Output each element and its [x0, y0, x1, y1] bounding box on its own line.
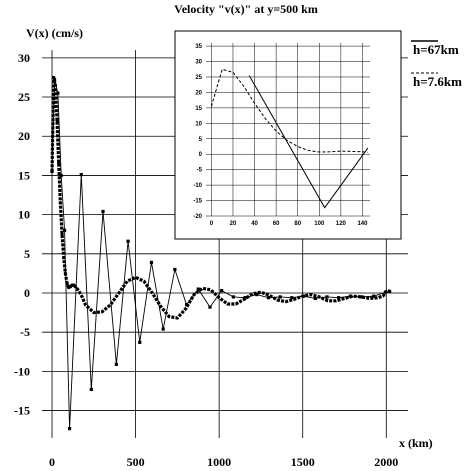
inset-y-tick-label: 30	[195, 60, 202, 66]
y-tick-label: -5	[20, 325, 30, 339]
point-h7-6	[56, 91, 60, 95]
y-tick-label: 30	[18, 51, 30, 65]
inset-ticks: 35 30 25 20 15 10 5 0 -5 -10 -15 -20 0 20 40 60 80 100 120…	[193, 44, 368, 227]
series-line-h7-6	[51, 79, 390, 429]
inset-y-tick-label: 20	[195, 90, 202, 96]
point-h7-6	[337, 296, 341, 300]
inset-x-tick-label: 140	[357, 221, 368, 227]
point-h7-6	[149, 260, 154, 265]
main-series	[50, 75, 392, 431]
inset-y-tick-label: 10	[195, 121, 202, 127]
point-h7-6	[161, 327, 165, 331]
inset-x-tick-label: 100	[314, 221, 325, 227]
x-tick-label: 500	[127, 455, 145, 469]
series-line-h67	[50, 75, 390, 320]
point-h7-6	[220, 289, 224, 293]
inset-x-tick-label: 0	[210, 221, 214, 227]
x-tick-label: 1000	[207, 455, 231, 469]
inset-y-tick-label: -10	[193, 183, 202, 189]
legend: h=67km h=7.6km	[411, 40, 462, 89]
x-tick-label: 2000	[374, 455, 398, 469]
point-h67	[52, 75, 56, 80]
main-y-ticks: 30 25 20 15 10 5 0 -5 -10 -15	[14, 51, 30, 418]
inset-y-tick-label: 0	[199, 152, 203, 158]
point-h7-6	[278, 295, 282, 299]
point-h67	[63, 271, 67, 275]
inset-y-tick-label: 35	[195, 44, 202, 50]
point-h7-6	[290, 296, 294, 300]
point-h67	[73, 285, 78, 289]
point-h7-6	[313, 296, 317, 301]
inset-x-tick-label: 80	[294, 221, 301, 227]
point-h67	[50, 169, 54, 174]
y-tick-label: -15	[14, 404, 30, 418]
inset-chart: 35 30 25 20 15 10 5 0 -5 -10 -15 -20 0 20 40 60 80 100 120…	[174, 30, 402, 240]
point-h67	[60, 232, 64, 236]
y-axis-label: V(x) (cm/s)	[26, 26, 83, 40]
point-h7-6	[67, 426, 72, 431]
point-h67	[57, 162, 61, 166]
y-tick-label: 15	[18, 168, 30, 182]
y-tick-label: 0	[24, 286, 30, 300]
point-h7-6	[101, 209, 105, 214]
point-h7-6	[79, 173, 83, 177]
point-h7-6	[372, 294, 376, 298]
point-h7-6	[266, 296, 271, 300]
point-h7-6	[59, 173, 63, 178]
point-h67	[58, 201, 62, 205]
point-h7-6	[138, 340, 142, 344]
y-tick-label: 20	[18, 129, 30, 143]
inset-series-line-h7-6	[248, 75, 369, 209]
inset-y-tick-label: -5	[197, 168, 203, 174]
inset-y-tick-label: 25	[195, 75, 202, 81]
point-h7-6	[62, 228, 67, 232]
point-h7-6	[243, 296, 247, 300]
point-h7-6	[89, 387, 93, 392]
x-tick-label: 0	[49, 455, 55, 469]
inset-series	[210, 68, 369, 209]
point-h7-6	[208, 305, 212, 309]
point-h7-6	[325, 295, 329, 299]
point-h7-6	[231, 295, 235, 299]
point-h7-6	[126, 239, 130, 243]
y-tick-label: 10	[18, 208, 30, 222]
inset-x-tick-label: 120	[336, 221, 347, 227]
inset-y-tick-label: 5	[199, 137, 203, 143]
inset-y-tick-label: -15	[193, 199, 202, 205]
point-h7-6	[196, 287, 200, 291]
inset-x-tick-label: 20	[230, 221, 237, 227]
inset-grid	[206, 43, 370, 217]
legend-label-h67: h=67km	[413, 42, 459, 57]
x-tick-label: 1500	[291, 455, 315, 469]
inset-frame	[174, 30, 402, 240]
x-axis-label: x (km)	[399, 436, 433, 450]
inset-y-tick-label: -20	[193, 214, 202, 220]
legend-label-h7-6: h=7.6km	[413, 74, 462, 89]
point-h67	[65, 281, 69, 286]
point-h67	[55, 118, 59, 123]
inset-x-tick-label: 40	[251, 221, 258, 227]
inset-y-tick-label: 15	[195, 106, 202, 112]
point-h7-6	[360, 295, 364, 299]
point-h7-6	[173, 267, 177, 272]
point-h7-6	[114, 362, 118, 366]
main-x-ticks: 0 500 1000 1500 2000	[49, 455, 398, 469]
point-h7-6	[52, 78, 57, 82]
chart-title: Velocity "v(x)" at y=500 km	[174, 2, 318, 16]
point-h67	[62, 256, 66, 260]
inset-x-tick-label: 60	[273, 221, 280, 227]
y-tick-label: -10	[14, 364, 30, 378]
y-tick-label: 25	[18, 90, 30, 104]
y-tick-label: 5	[24, 247, 30, 261]
point-h67	[53, 83, 57, 87]
